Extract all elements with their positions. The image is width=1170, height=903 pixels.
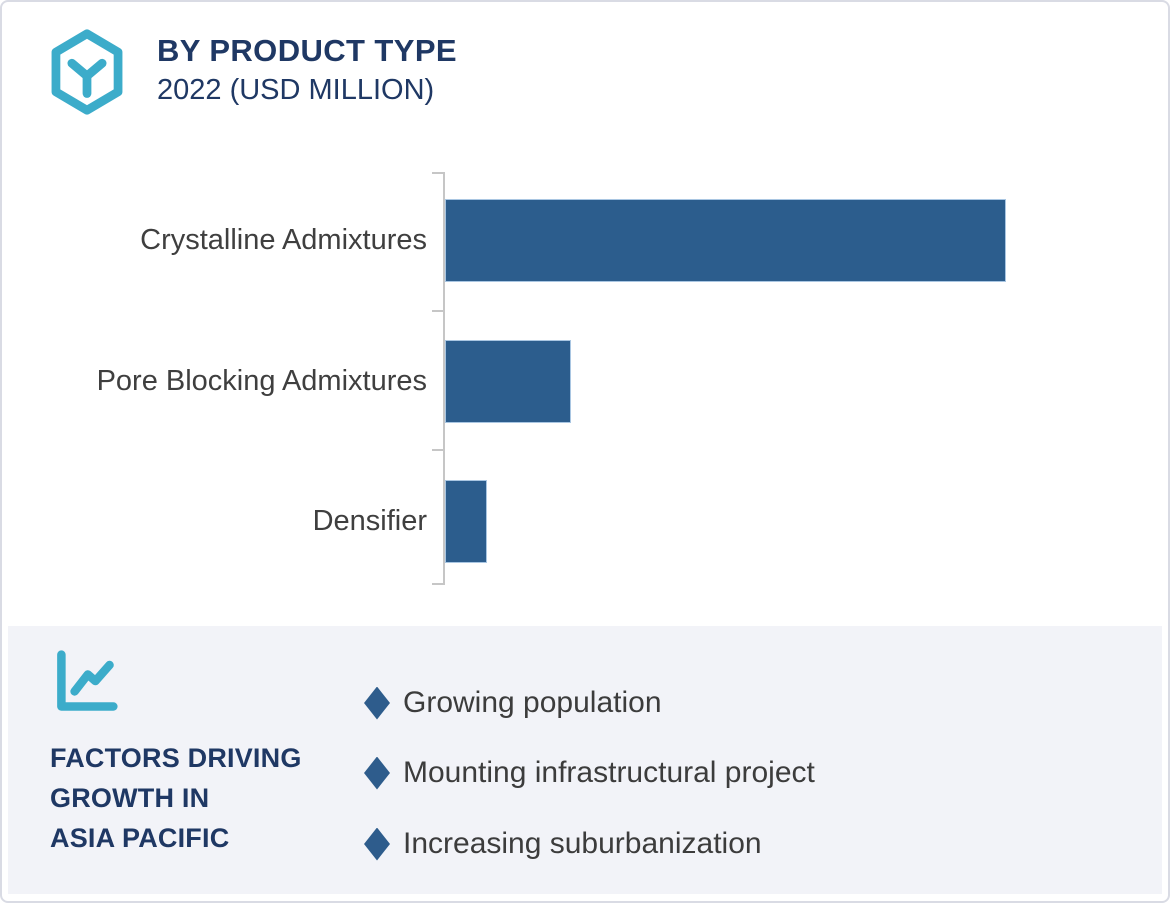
axis-tick: [432, 172, 443, 174]
bar: [445, 199, 1006, 282]
factor-item: Growing population: [364, 682, 662, 724]
factor-item: Increasing suburbanization: [364, 823, 762, 865]
category-label: Crystalline Admixtures: [140, 224, 427, 256]
factor-text: Growing population: [403, 686, 662, 719]
axis-tick: [432, 449, 443, 451]
factors-heading-line: ASIA PACIFIC: [50, 823, 230, 853]
header: BY PRODUCT TYPE 2022 (USD MILLION): [47, 29, 457, 115]
bar: [445, 340, 572, 423]
bar: [445, 480, 488, 563]
diamond-bullet-icon: [364, 756, 390, 790]
bar-chart: Crystalline Admixtures Pore Blocking Admi…: [2, 2, 1168, 622]
factor-text: Increasing suburbanization: [403, 827, 762, 860]
factor-item: Mounting infrastructural project: [364, 752, 815, 794]
hexagon-cube-icon: [51, 29, 123, 115]
factors-panel: FACTORS DRIVING GROWTH IN ASIA PACIFIC G…: [8, 626, 1162, 894]
factor-text: Mounting infrastructural project: [403, 756, 815, 789]
chart-axis: [443, 172, 445, 585]
page-title: BY PRODUCT TYPE: [157, 33, 457, 68]
category-label: Pore Blocking Admixtures: [96, 365, 427, 397]
diamond-bullet-icon: [364, 686, 390, 720]
diamond-bullet-icon: [364, 827, 390, 861]
line-chart-icon: [57, 650, 118, 711]
axis-tick: [432, 583, 443, 585]
category-label: Densifier: [312, 505, 427, 537]
factors-heading: FACTORS DRIVING GROWTH IN ASIA PACIFIC: [50, 738, 302, 858]
factors-heading-line: GROWTH IN: [50, 783, 210, 813]
factors-heading-line: FACTORS DRIVING: [50, 743, 302, 773]
axis-tick: [432, 310, 443, 312]
page-subtitle: 2022 (USD MILLION): [157, 74, 435, 106]
header-titles: BY PRODUCT TYPE 2022 (USD MILLION): [157, 29, 457, 107]
